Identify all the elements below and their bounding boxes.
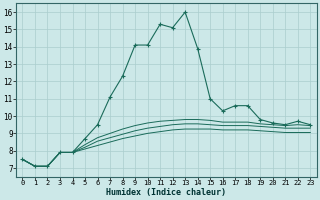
X-axis label: Humidex (Indice chaleur): Humidex (Indice chaleur) [106, 188, 226, 197]
